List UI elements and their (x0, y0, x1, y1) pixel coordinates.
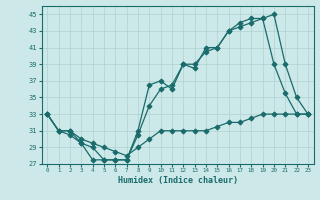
X-axis label: Humidex (Indice chaleur): Humidex (Indice chaleur) (118, 176, 237, 185)
